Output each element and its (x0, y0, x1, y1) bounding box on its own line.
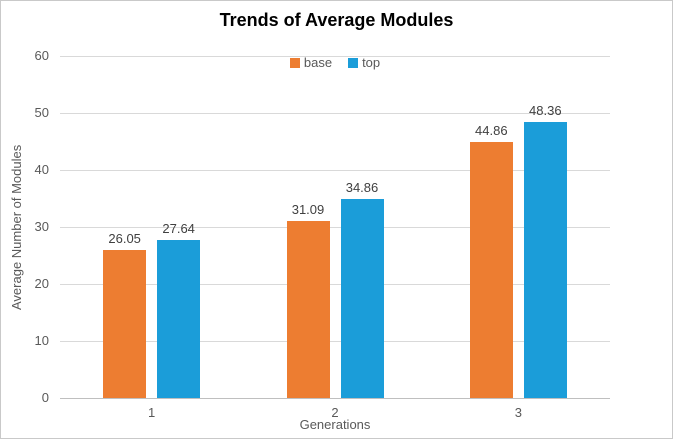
legend-item-top: top (348, 55, 380, 70)
value-label-top-gen-3: 48.36 (529, 103, 562, 119)
legend-item-base: base (289, 55, 333, 70)
y-tick-label-20: 20 (34, 276, 49, 291)
gridline-y-40 (60, 169, 610, 171)
x-axis-title: Generations (299, 417, 371, 432)
value-label-top-gen-1: 27.64 (162, 221, 195, 237)
x-tick-label-3: 3 (514, 405, 522, 420)
y-tick-label-30: 30 (34, 219, 49, 234)
legend-swatch-base-icon (289, 57, 300, 68)
gridline-y-60 (60, 55, 610, 57)
y-axis-tick-labels: 0 10 20 30 40 50 60 (1, 49, 49, 405)
value-label-base-gen-1: 26.05 (108, 230, 141, 246)
plot-area: 26.05 27.64 31.09 34.86 44.86 48.36 (60, 55, 610, 399)
y-tick-label-50: 50 (34, 105, 49, 120)
gridline-y-30 (60, 226, 610, 228)
gridline-y-20 (60, 283, 610, 285)
gridline-y-10 (60, 340, 610, 342)
value-label-top-gen-2: 34.86 (345, 180, 379, 196)
y-tick-label-60: 60 (34, 48, 49, 63)
chart-title: Trends of Average Modules (219, 10, 454, 30)
legend: base top (60, 55, 610, 70)
bar-base-gen-3 (469, 142, 513, 398)
legend-label-top: top (362, 55, 381, 70)
y-tick-label-0: 0 (41, 390, 49, 405)
bar-base-gen-1 (103, 249, 147, 398)
gridline-y-50 (60, 112, 610, 114)
x-tick-label-1: 1 (148, 405, 156, 420)
legend-swatch-top-icon (348, 57, 359, 68)
y-tick-label-10: 10 (34, 333, 49, 348)
x-tick-label-2: 2 (331, 405, 339, 420)
y-tick-label-40: 40 (34, 162, 49, 177)
bar-top-gen-1 (157, 240, 201, 398)
bar-top-gen-3 (523, 122, 567, 398)
legend-label-base: base (303, 55, 333, 70)
value-label-base-gen-3: 44.86 (475, 123, 508, 139)
bar-top-gen-2 (340, 199, 384, 398)
bar-base-gen-2 (286, 220, 330, 398)
value-label-base-gen-2: 31.09 (291, 201, 325, 217)
